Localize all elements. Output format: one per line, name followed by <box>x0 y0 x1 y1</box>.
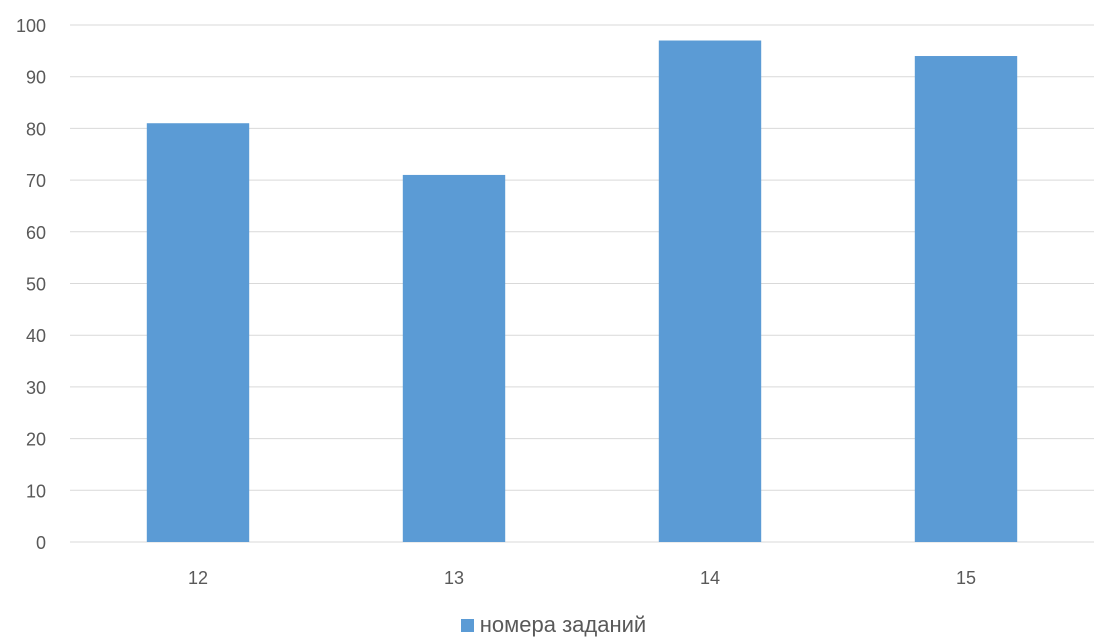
x-axis-ticks: 12 13 14 15 <box>188 568 976 588</box>
bar-12 <box>146 123 250 542</box>
bar-13 <box>402 174 506 542</box>
y-tick-label: 70 <box>26 171 46 191</box>
y-tick-label: 80 <box>26 119 46 139</box>
y-tick-label: 30 <box>26 378 46 398</box>
x-tick-label: 12 <box>188 568 208 588</box>
y-tick-label: 0 <box>36 533 46 553</box>
bars <box>146 40 1018 543</box>
y-tick-label: 60 <box>26 223 46 243</box>
y-tick-label: 50 <box>26 275 46 295</box>
x-tick-label: 14 <box>700 568 720 588</box>
legend: номера заданий <box>0 612 1107 638</box>
y-axis-ticks: 0 10 20 30 40 50 60 70 80 90 100 <box>16 16 46 553</box>
y-tick-label: 100 <box>16 16 46 36</box>
y-tick-label: 20 <box>26 430 46 450</box>
y-tick-label: 40 <box>26 326 46 346</box>
legend-swatch <box>460 618 474 632</box>
x-tick-label: 13 <box>444 568 464 588</box>
y-tick-label: 90 <box>26 68 46 88</box>
y-tick-label: 10 <box>26 481 46 501</box>
bar-15 <box>914 56 1018 543</box>
x-tick-label: 15 <box>956 568 976 588</box>
bar-14 <box>658 40 762 542</box>
legend-label: номера заданий <box>479 612 647 637</box>
